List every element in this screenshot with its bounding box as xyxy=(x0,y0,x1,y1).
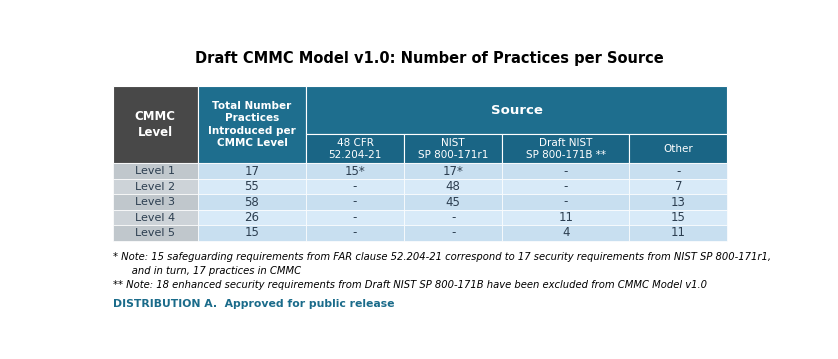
Text: Total Number
Practices
Introduced per
CMMC Level: Total Number Practices Introduced per CM… xyxy=(208,101,296,148)
Text: NIST
SP 800-171r1: NIST SP 800-171r1 xyxy=(418,137,489,160)
Text: 48: 48 xyxy=(446,180,461,193)
FancyBboxPatch shape xyxy=(404,225,502,241)
Text: Level 5: Level 5 xyxy=(135,228,175,238)
Text: 48 CFR
52.204-21: 48 CFR 52.204-21 xyxy=(328,137,381,160)
FancyBboxPatch shape xyxy=(198,194,306,210)
Text: -: - xyxy=(676,164,680,178)
FancyBboxPatch shape xyxy=(198,225,306,241)
FancyBboxPatch shape xyxy=(404,194,502,210)
Text: 17*: 17* xyxy=(442,164,463,178)
FancyBboxPatch shape xyxy=(629,163,727,179)
FancyBboxPatch shape xyxy=(112,179,198,194)
Text: -: - xyxy=(564,196,568,209)
Text: 15: 15 xyxy=(245,227,260,239)
Text: 7: 7 xyxy=(675,180,682,193)
FancyBboxPatch shape xyxy=(629,134,727,163)
FancyBboxPatch shape xyxy=(112,225,198,241)
Text: 15*: 15* xyxy=(344,164,365,178)
FancyBboxPatch shape xyxy=(198,86,306,163)
Text: 11: 11 xyxy=(670,227,685,239)
FancyBboxPatch shape xyxy=(502,134,629,163)
FancyBboxPatch shape xyxy=(629,210,727,225)
Text: 17: 17 xyxy=(245,164,260,178)
Text: 4: 4 xyxy=(562,227,570,239)
FancyBboxPatch shape xyxy=(502,225,629,241)
Text: 58: 58 xyxy=(245,196,260,209)
Text: -: - xyxy=(451,211,455,224)
FancyBboxPatch shape xyxy=(198,163,306,179)
Text: 26: 26 xyxy=(245,211,260,224)
FancyBboxPatch shape xyxy=(306,86,727,134)
FancyBboxPatch shape xyxy=(112,86,198,163)
Text: -: - xyxy=(564,164,568,178)
Text: -: - xyxy=(353,211,357,224)
Text: -: - xyxy=(564,180,568,193)
Text: 55: 55 xyxy=(245,180,260,193)
Text: Level 3: Level 3 xyxy=(135,197,175,207)
FancyBboxPatch shape xyxy=(112,163,198,179)
FancyBboxPatch shape xyxy=(502,163,629,179)
FancyBboxPatch shape xyxy=(198,179,306,194)
FancyBboxPatch shape xyxy=(198,210,306,225)
FancyBboxPatch shape xyxy=(502,179,629,194)
Text: Level 4: Level 4 xyxy=(135,213,175,223)
FancyBboxPatch shape xyxy=(306,210,404,225)
FancyBboxPatch shape xyxy=(404,210,502,225)
Text: -: - xyxy=(353,227,357,239)
FancyBboxPatch shape xyxy=(629,194,727,210)
FancyBboxPatch shape xyxy=(112,210,198,225)
Text: DISTRIBUTION A.  Approved for public release: DISTRIBUTION A. Approved for public rele… xyxy=(112,299,394,309)
FancyBboxPatch shape xyxy=(404,163,502,179)
Text: * Note: 15 safeguarding requirements from FAR clause 52.204-21 correspond to 17 : * Note: 15 safeguarding requirements fro… xyxy=(112,252,771,262)
FancyBboxPatch shape xyxy=(306,163,404,179)
FancyBboxPatch shape xyxy=(404,179,502,194)
FancyBboxPatch shape xyxy=(112,194,198,210)
Text: Draft CMMC Model v1.0: Number of Practices per Source: Draft CMMC Model v1.0: Number of Practic… xyxy=(195,51,664,66)
Text: 13: 13 xyxy=(671,196,685,209)
Text: Draft NIST
SP 800-171B **: Draft NIST SP 800-171B ** xyxy=(525,137,606,160)
FancyBboxPatch shape xyxy=(502,194,629,210)
FancyBboxPatch shape xyxy=(306,179,404,194)
Text: and in turn, 17 practices in CMMC: and in turn, 17 practices in CMMC xyxy=(112,266,301,276)
Text: CMMC
Level: CMMC Level xyxy=(135,110,176,139)
FancyBboxPatch shape xyxy=(502,210,629,225)
Text: ** Note: 18 enhanced security requirements from Draft NIST SP 800-171B have been: ** Note: 18 enhanced security requiremen… xyxy=(112,280,706,290)
FancyBboxPatch shape xyxy=(404,134,502,163)
Text: -: - xyxy=(353,196,357,209)
FancyBboxPatch shape xyxy=(629,179,727,194)
Text: 45: 45 xyxy=(446,196,461,209)
Text: Level 2: Level 2 xyxy=(135,182,175,192)
Text: Level 1: Level 1 xyxy=(135,166,175,176)
Text: -: - xyxy=(353,180,357,193)
Text: 11: 11 xyxy=(558,211,573,224)
Text: 15: 15 xyxy=(671,211,685,224)
Text: -: - xyxy=(451,227,455,239)
FancyBboxPatch shape xyxy=(306,225,404,241)
Text: Other: Other xyxy=(664,144,693,154)
FancyBboxPatch shape xyxy=(306,134,404,163)
Text: Source: Source xyxy=(491,104,542,117)
FancyBboxPatch shape xyxy=(629,225,727,241)
FancyBboxPatch shape xyxy=(306,194,404,210)
